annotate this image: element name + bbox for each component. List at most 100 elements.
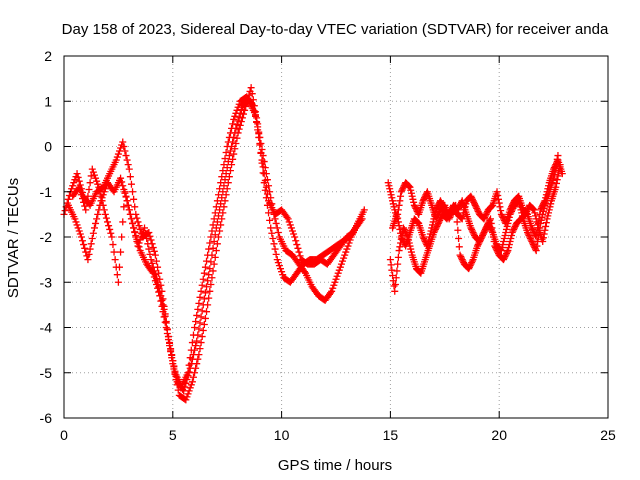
data-point-marker xyxy=(151,251,159,259)
data-point-marker xyxy=(196,319,204,327)
data-point-marker xyxy=(238,114,246,122)
data-point-marker xyxy=(547,200,555,208)
data-point-marker xyxy=(211,209,219,217)
data-point-marker xyxy=(541,226,549,234)
data-point-marker xyxy=(137,233,145,241)
data-point-marker xyxy=(129,219,137,227)
data-point-marker xyxy=(501,253,509,261)
data-point-marker xyxy=(529,225,537,233)
data-point-marker xyxy=(527,236,535,244)
data-point-marker xyxy=(493,188,501,196)
y-tick-label: 2 xyxy=(44,48,52,64)
data-point-marker xyxy=(203,283,211,291)
data-point-marker xyxy=(258,156,266,164)
data-point-marker xyxy=(247,84,255,92)
data-point-marker xyxy=(115,263,123,271)
data-point-marker xyxy=(109,241,117,249)
data-point-marker xyxy=(495,199,503,207)
data-point-marker xyxy=(389,271,397,279)
data-point-marker xyxy=(265,209,273,217)
data-point-marker xyxy=(228,143,236,150)
data-point-marker xyxy=(408,192,416,200)
x-tick-label: 20 xyxy=(491,427,507,443)
data-point-marker xyxy=(158,296,166,304)
data-point-marker xyxy=(508,206,516,214)
data-point-marker xyxy=(214,191,222,199)
data-point-marker xyxy=(200,320,208,328)
data-point-marker xyxy=(407,186,415,194)
data-point-marker xyxy=(296,252,304,260)
data-point-marker xyxy=(545,209,553,217)
data-point-marker xyxy=(468,259,476,267)
data-point-marker xyxy=(223,164,231,172)
data-point-marker xyxy=(536,224,544,232)
data-point-marker xyxy=(188,355,196,363)
data-point-marker xyxy=(70,179,78,187)
y-tick-label: -2 xyxy=(40,229,53,245)
data-point-marker xyxy=(497,207,505,215)
data-point-marker xyxy=(343,245,351,253)
data-point-marker xyxy=(224,179,232,187)
data-point-marker xyxy=(291,233,299,241)
data-point-marker xyxy=(457,254,465,262)
data-point-marker xyxy=(73,170,81,178)
data-point-marker xyxy=(221,197,229,205)
data-point-marker xyxy=(101,210,109,218)
data-point-marker xyxy=(211,231,219,239)
data-point-marker xyxy=(197,287,205,295)
data-point-marker xyxy=(410,201,418,209)
data-point-marker xyxy=(119,138,127,146)
data-point-marker xyxy=(136,225,144,233)
data-point-marker xyxy=(229,155,237,163)
data-point-marker xyxy=(198,307,206,315)
data-point-marker xyxy=(275,262,283,270)
data-point-marker xyxy=(110,248,118,256)
data-point-marker xyxy=(196,345,204,353)
data-point-marker xyxy=(222,170,230,178)
data-point-marker xyxy=(531,209,539,217)
data-point-marker xyxy=(482,210,490,218)
data-point-marker xyxy=(455,204,463,212)
data-point-marker xyxy=(216,206,224,214)
data-point-marker xyxy=(455,243,463,251)
data-point-marker xyxy=(329,284,337,292)
data-point-marker xyxy=(112,156,120,164)
data-point-marker xyxy=(216,227,224,235)
data-point-marker xyxy=(516,203,524,211)
data-point-marker xyxy=(335,266,343,274)
data-point-marker xyxy=(113,153,121,161)
data-point-marker xyxy=(197,313,205,321)
data-point-marker xyxy=(76,187,84,195)
data-point-marker xyxy=(553,179,561,187)
data-point-marker xyxy=(469,228,477,236)
data-point-marker xyxy=(209,244,217,252)
data-point-marker xyxy=(503,248,511,256)
data-point-marker xyxy=(127,180,135,188)
data-point-marker xyxy=(502,250,510,258)
data-point-marker xyxy=(166,339,174,347)
data-point-marker xyxy=(331,278,339,286)
data-point-marker xyxy=(240,110,248,118)
data-point-marker xyxy=(546,203,554,211)
data-point-marker xyxy=(203,257,211,265)
data-point-marker xyxy=(391,287,399,295)
data-point-marker xyxy=(396,197,404,205)
data-point-marker xyxy=(502,228,510,236)
data-point-marker xyxy=(233,134,241,142)
data-point-marker xyxy=(397,229,405,237)
data-point-marker xyxy=(150,247,158,255)
data-point-marker xyxy=(529,205,537,213)
data-point-marker xyxy=(468,195,476,203)
data-point-marker xyxy=(396,225,404,233)
data-point-marker xyxy=(210,215,218,223)
data-point-marker xyxy=(232,124,240,132)
data-point-marker xyxy=(65,192,73,200)
data-point-marker xyxy=(399,236,407,244)
data-point-marker xyxy=(203,308,211,316)
data-point-marker xyxy=(457,253,465,261)
data-point-marker xyxy=(245,91,253,99)
data-point-marker xyxy=(385,182,393,190)
data-point-marker xyxy=(459,257,467,265)
data-point-marker xyxy=(523,207,531,215)
data-point-marker xyxy=(394,214,402,222)
